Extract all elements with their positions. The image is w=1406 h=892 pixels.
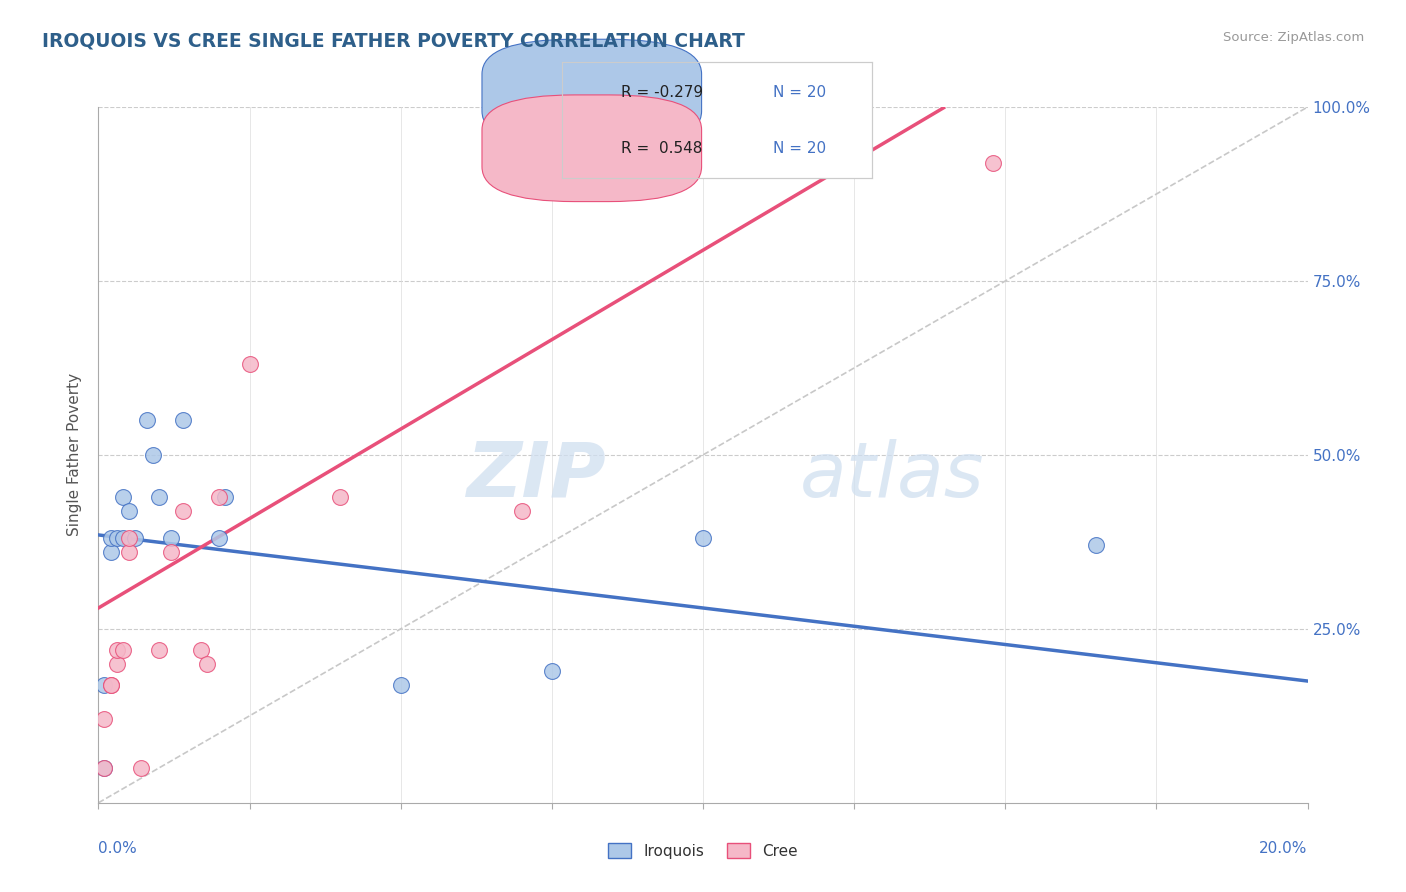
Point — [118, 532, 141, 546]
Point — [111, 532, 134, 546]
Point — [981, 155, 1004, 169]
Point — [692, 532, 714, 546]
Text: 0.0%: 0.0% — [98, 841, 138, 856]
Text: R = -0.279: R = -0.279 — [621, 85, 703, 100]
Point — [208, 490, 231, 504]
Text: 20.0%: 20.0% — [1260, 841, 1308, 856]
Point — [118, 503, 141, 517]
Point — [105, 532, 128, 546]
Point — [118, 545, 141, 559]
Point — [111, 642, 134, 657]
Legend: Iroquois, Cree: Iroquois, Cree — [602, 837, 804, 864]
Point — [389, 677, 412, 691]
Text: ZIP: ZIP — [467, 439, 606, 513]
Point — [214, 490, 236, 504]
Point — [190, 642, 212, 657]
Text: IROQUOIS VS CREE SINGLE FATHER POVERTY CORRELATION CHART: IROQUOIS VS CREE SINGLE FATHER POVERTY C… — [42, 31, 745, 50]
Point — [1085, 538, 1108, 552]
Point — [239, 358, 262, 372]
Point — [160, 532, 183, 546]
Text: R =  0.548: R = 0.548 — [621, 141, 703, 156]
Point — [105, 657, 128, 671]
Point — [160, 545, 183, 559]
Point — [93, 761, 115, 775]
Text: atlas: atlas — [800, 439, 984, 513]
Point — [172, 503, 194, 517]
Point — [510, 503, 533, 517]
Text: N = 20: N = 20 — [773, 85, 825, 100]
Point — [100, 545, 122, 559]
Point — [148, 490, 170, 504]
FancyBboxPatch shape — [482, 39, 702, 146]
Text: Source: ZipAtlas.com: Source: ZipAtlas.com — [1223, 31, 1364, 45]
Point — [100, 532, 122, 546]
Point — [105, 642, 128, 657]
Text: N = 20: N = 20 — [773, 141, 825, 156]
Point — [172, 413, 194, 427]
Point — [93, 677, 115, 691]
Point — [129, 761, 152, 775]
Point — [195, 657, 218, 671]
Point — [208, 532, 231, 546]
Point — [329, 490, 352, 504]
Point — [100, 677, 122, 691]
Point — [100, 677, 122, 691]
FancyBboxPatch shape — [482, 95, 702, 202]
Point — [93, 761, 115, 775]
Y-axis label: Single Father Poverty: Single Father Poverty — [67, 374, 83, 536]
Point — [540, 664, 562, 678]
Point — [124, 532, 146, 546]
Point — [93, 712, 115, 726]
Point — [111, 490, 134, 504]
Point — [135, 413, 157, 427]
Point — [148, 642, 170, 657]
Point — [142, 448, 165, 462]
